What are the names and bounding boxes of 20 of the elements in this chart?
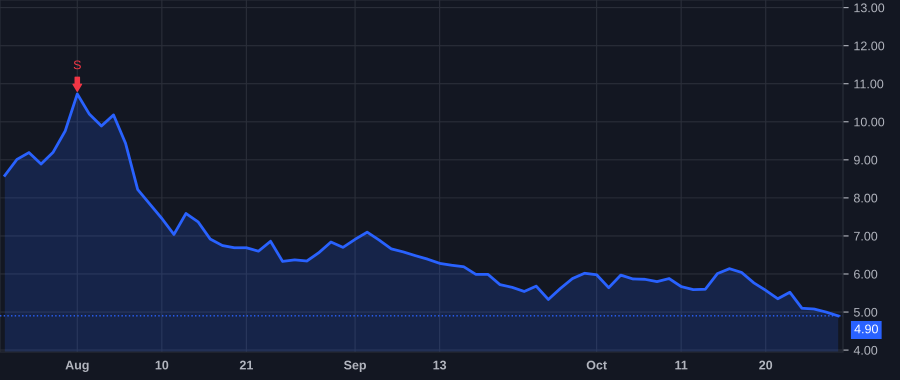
x-tick-label: 21	[240, 360, 253, 370]
y-tick-label: 10.00	[854, 118, 884, 126]
x-tick-label: Sep	[344, 360, 366, 372]
y-tick-label: 8.00	[854, 194, 878, 203]
y-tick-label: 12.00	[854, 41, 884, 50]
x-tick-label: Oct	[586, 360, 607, 370]
x-tick-label: 10	[156, 360, 168, 370]
y-tick-label: 4.00	[854, 346, 878, 355]
y-tick-label: 6.00	[854, 270, 878, 279]
ref-line-label: 4.90	[854, 324, 878, 334]
y-tick-label: 7.00	[854, 232, 878, 241]
y-tick-label: 13.00	[854, 3, 884, 12]
x-tick-label: 13	[433, 360, 446, 370]
x-tick-label: 20	[759, 360, 772, 370]
x-tick-label: 11	[675, 360, 688, 370]
y-tick-label: 9.00	[854, 156, 878, 164]
y-tick-label: 11.00	[854, 80, 884, 88]
x-tick-label: Aug	[65, 360, 89, 372]
y-tick-label: 5.00	[854, 308, 878, 317]
annotation: S	[74, 60, 81, 70]
